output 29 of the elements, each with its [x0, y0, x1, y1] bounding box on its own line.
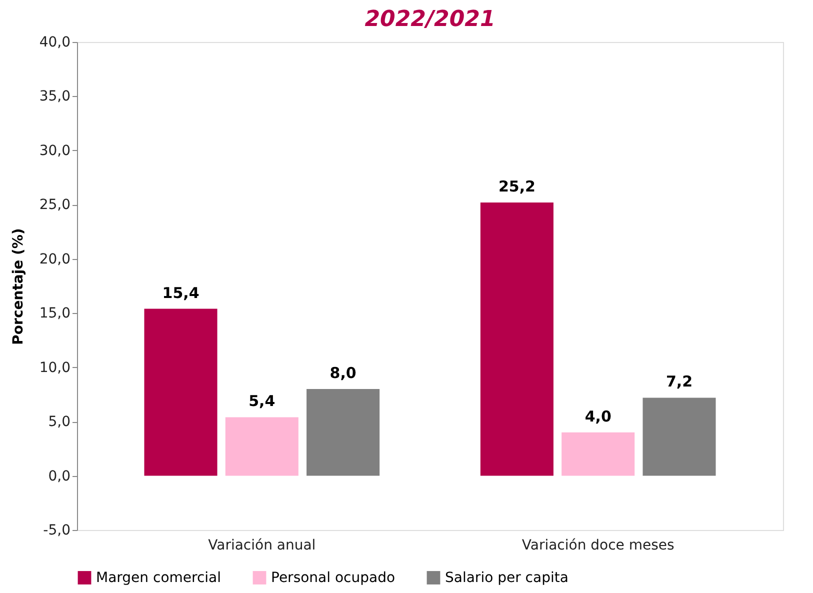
x-tick-label: Variación anual [208, 538, 316, 554]
y-axis-title: Porcentaje (%) [10, 228, 26, 345]
data-label: 8,0 [330, 364, 356, 382]
x-tick-label: Variación doce meses [522, 538, 674, 554]
data-label: 5,4 [248, 392, 276, 410]
legend-label: Salario per capita [445, 570, 568, 586]
data-label: 4,0 [584, 407, 612, 426]
chart-title: 2022/2021 [364, 7, 496, 32]
bar [562, 432, 635, 476]
legend-label: Margen comercial [96, 570, 222, 586]
bar [225, 417, 298, 476]
bar [480, 202, 554, 476]
y-tick-label: 0,0 [48, 468, 70, 484]
y-tick-label: 5,0 [48, 414, 70, 430]
y-tick-label: 35,0 [39, 88, 70, 105]
y-tick-label: 15,0 [39, 306, 70, 322]
y-tick-label: 20,0 [39, 251, 70, 268]
y-tick-label: 40,0 [39, 34, 70, 50]
bar [144, 308, 218, 476]
y-tick-label: -5,0 [43, 522, 70, 538]
data-label: 15,4 [162, 284, 200, 302]
legend-label: Personal ocupado [271, 570, 396, 586]
y-tick-label: 25,0 [39, 197, 70, 214]
bar [642, 398, 716, 476]
data-label: 7,2 [666, 372, 693, 391]
data-label: 25,2 [498, 178, 536, 196]
y-tick-label: 10,0 [39, 360, 70, 376]
bar [306, 389, 380, 476]
y-tick-label: 30,0 [39, 142, 70, 159]
